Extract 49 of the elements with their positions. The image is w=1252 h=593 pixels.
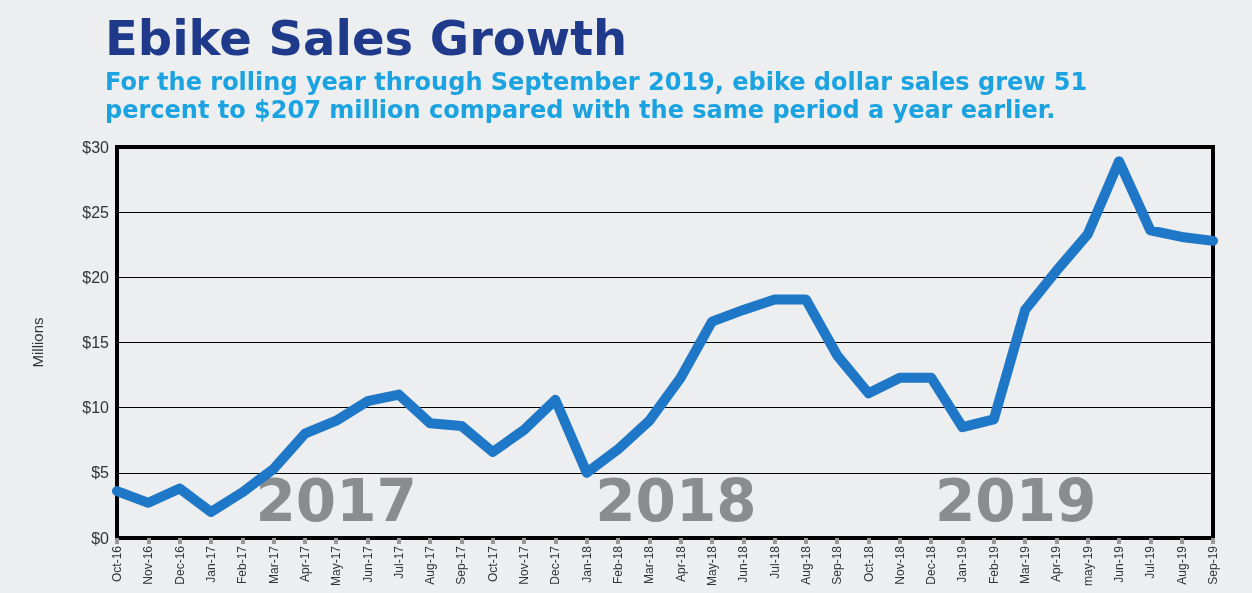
x-tick-label: Dec-17: [548, 545, 563, 585]
y-tick-label: $20: [82, 268, 110, 286]
annotation: 2019: [935, 467, 1097, 535]
x-tick-label: May-18: [704, 545, 719, 587]
x-tick-label: Apr-19: [1049, 545, 1064, 583]
y-axis-title: Millions: [29, 317, 46, 368]
x-tick-label: may-19: [1080, 545, 1095, 587]
x-tick-label: Jul-19: [1143, 545, 1158, 579]
x-tick-label: Mar-19: [1018, 545, 1033, 585]
x-tick-label: Oct-17: [485, 545, 500, 583]
x-tick-label: Sep-17: [454, 545, 469, 585]
annotation: 2017: [255, 467, 417, 535]
annotation: 2018: [595, 467, 757, 535]
y-tick-label: $30: [82, 138, 110, 156]
x-tick-label: Oct-18: [861, 545, 876, 583]
x-tick-label: Dec-18: [924, 545, 939, 585]
x-tick-label: Nov-18: [892, 545, 907, 585]
x-tick-label: Apr-18: [673, 545, 688, 583]
x-tick-label: Aug-18: [798, 545, 813, 585]
x-tick-label: Nov-16: [141, 545, 156, 585]
chart-title: Ebike Sales Growth: [105, 10, 628, 66]
x-tick-label: Jun-19: [1112, 545, 1127, 583]
x-tick-label: Jan-17: [203, 545, 218, 583]
x-tick-label: Jun-17: [360, 545, 375, 583]
x-tick-label: Jan-19: [955, 545, 970, 583]
x-tick-label: Jan-18: [579, 545, 594, 583]
x-tick-label: May-17: [329, 545, 344, 587]
x-tick-label: Nov-17: [517, 545, 532, 585]
y-tick-label: $5: [91, 464, 110, 482]
x-tick-label: Aug-19: [1174, 545, 1189, 585]
x-tick-label: Dec-16: [172, 545, 187, 585]
y-tick-label: $25: [82, 203, 110, 221]
x-tick-label: Jul-17: [391, 545, 406, 579]
x-tick-label: Sep-19: [1206, 545, 1220, 585]
x-tick-label: Apr-17: [297, 545, 312, 583]
x-tick-label: Aug-17: [423, 545, 438, 585]
x-tick-label: Sep-18: [830, 545, 845, 585]
x-tick-label: Mar-17: [266, 545, 281, 585]
chart-subtitle: For the rolling year through September 2019, ebike dollar sales grew 51 percent to $207 million compared with the same period a year earlier.: [105, 68, 1088, 124]
x-tick-label: Feb-18: [611, 545, 626, 585]
x-tick-label: Oct-16: [110, 545, 124, 583]
x-tick-label: Feb-19: [986, 545, 1001, 585]
x-tick-label: Jul-18: [767, 545, 782, 579]
y-tick-label: $15: [82, 334, 110, 351]
x-tick-label: Mar-18: [642, 545, 657, 585]
x-tick-label: Jun-18: [736, 545, 751, 583]
x-tick-label: Feb-17: [235, 545, 250, 585]
y-tick-label: $0: [91, 529, 110, 547]
y-tick-label: $10: [82, 399, 110, 417]
